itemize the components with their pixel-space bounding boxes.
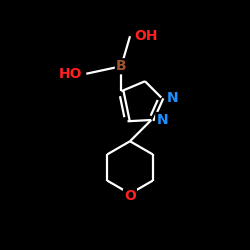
Text: N: N [166,90,178,104]
Text: B: B [116,59,126,73]
Text: O: O [124,189,136,203]
Text: N: N [156,113,168,127]
Text: OH: OH [134,29,158,43]
Text: HO: HO [58,67,82,81]
